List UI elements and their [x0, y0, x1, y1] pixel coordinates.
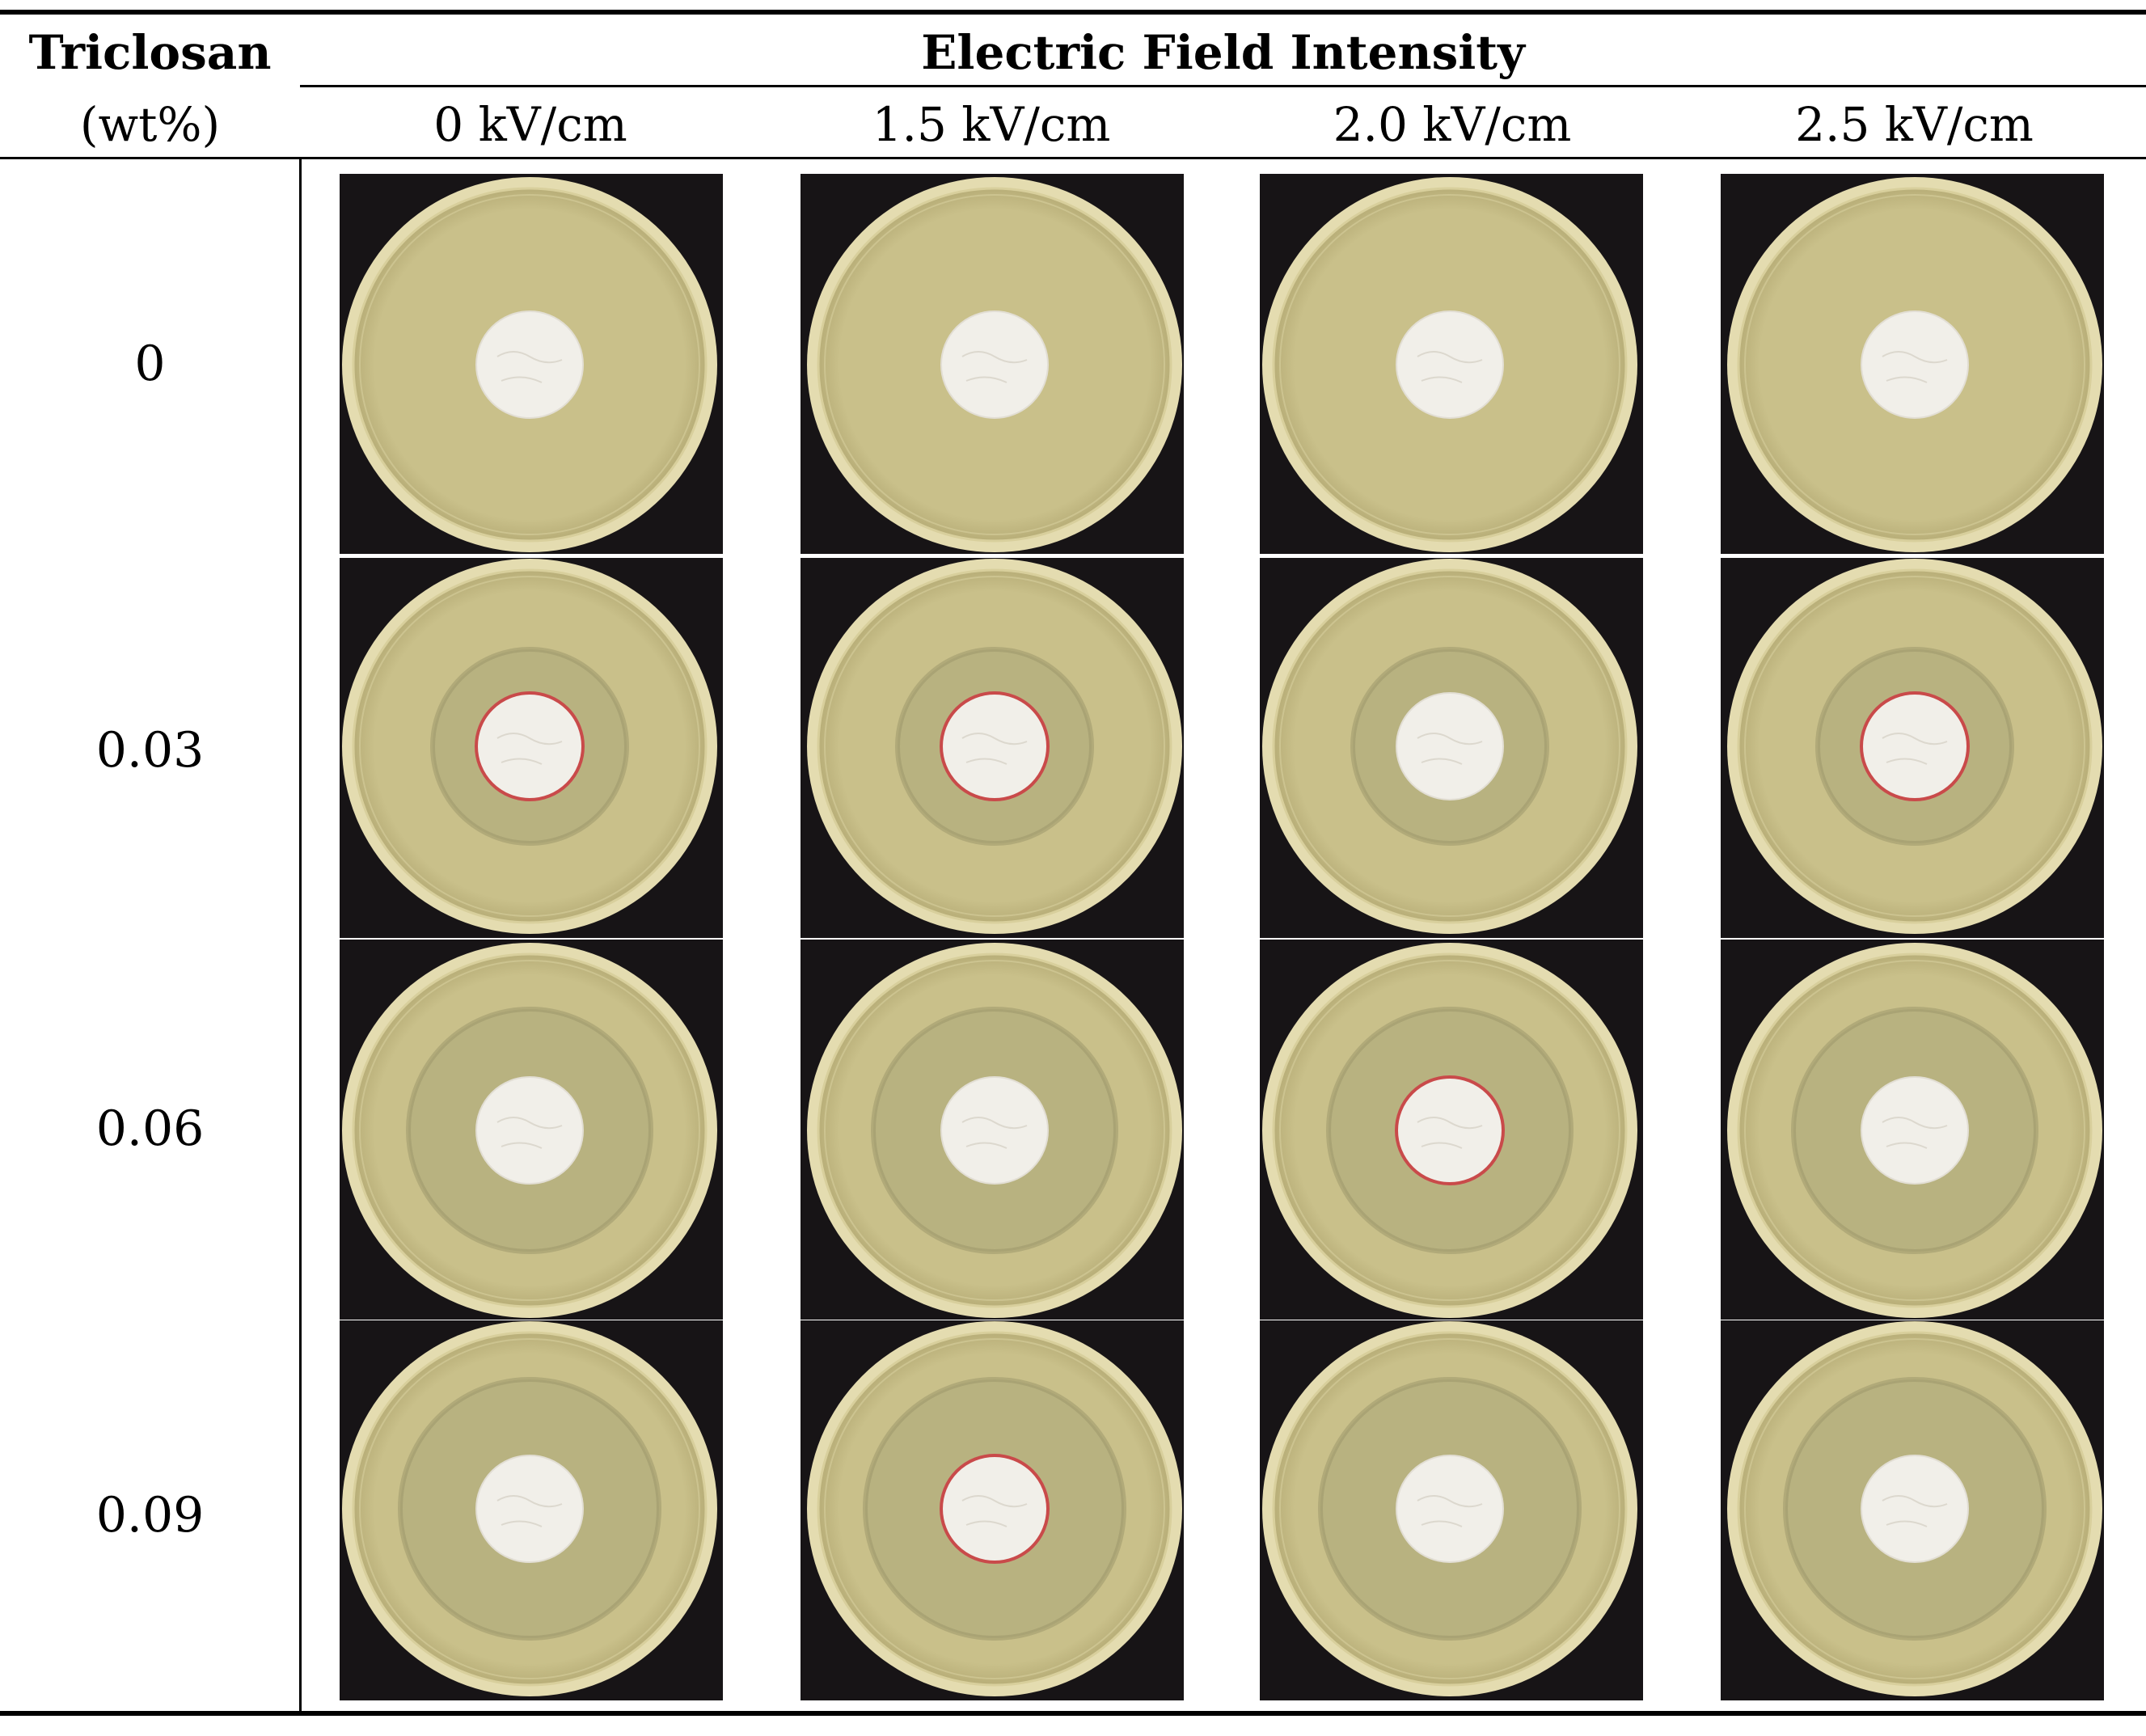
sample-disc [475, 310, 584, 419]
sample-disc [940, 310, 1049, 419]
sample-disc [1396, 1455, 1504, 1563]
petri-dish-photo [340, 940, 723, 1320]
group-header-underline [300, 85, 2146, 87]
header-bottom-rule [0, 157, 2146, 159]
column-header-1: 1.5 kV/cm [872, 97, 1111, 152]
row-label-2: 0.06 [95, 1100, 205, 1157]
petri-dish-photo [1260, 558, 1643, 938]
petri-dish-photo [1260, 1320, 1643, 1700]
petri-dish-photo [801, 558, 1184, 938]
petri-dish-photo [801, 174, 1184, 554]
sample-disc [475, 691, 585, 801]
sample-disc [940, 1076, 1049, 1185]
column-header-0: 0 kV/cm [433, 97, 627, 152]
sample-disc [475, 1455, 584, 1563]
sample-disc [1396, 310, 1504, 419]
sample-disc [1861, 1455, 1969, 1563]
row-label-1: 0.03 [95, 722, 205, 779]
sample-disc [1861, 310, 1969, 419]
petri-dish-photo [801, 940, 1184, 1320]
sample-disc [1396, 692, 1504, 800]
row-label-0: 0 [134, 336, 166, 392]
sample-disc [940, 691, 1050, 801]
sample-disc [1861, 1076, 1969, 1185]
sample-disc [1395, 1075, 1505, 1185]
petri-dish-photo [801, 1320, 1184, 1700]
column-header-2: 2.0 kV/cm [1333, 97, 1572, 152]
column-header-3: 2.5 kV/cm [1795, 97, 2034, 152]
petri-dish-photo [340, 1320, 723, 1700]
petri-dish-photo [1721, 940, 2104, 1320]
petri-dish-photo [340, 174, 723, 554]
sample-disc [475, 1076, 584, 1185]
sample-disc [940, 1454, 1050, 1564]
column-divider [299, 158, 302, 1711]
bottom-rule [0, 1711, 2146, 1716]
petri-dish-photo [1721, 1320, 2104, 1700]
row-label-3: 0.09 [95, 1487, 205, 1544]
petri-dish-photo [1260, 940, 1643, 1320]
petri-dish-photo [1721, 558, 2104, 938]
petri-dish-photo [340, 558, 723, 938]
row-header-unit: (wt%) [79, 97, 221, 152]
row-header-title: Triclosan [28, 25, 272, 80]
petri-dish-photo [1260, 174, 1643, 554]
top-rule [0, 10, 2146, 15]
column-group-header: Electric Field Intensity [921, 25, 1525, 80]
sample-disc [1860, 691, 1970, 801]
petri-dish-photo [1721, 174, 2104, 554]
